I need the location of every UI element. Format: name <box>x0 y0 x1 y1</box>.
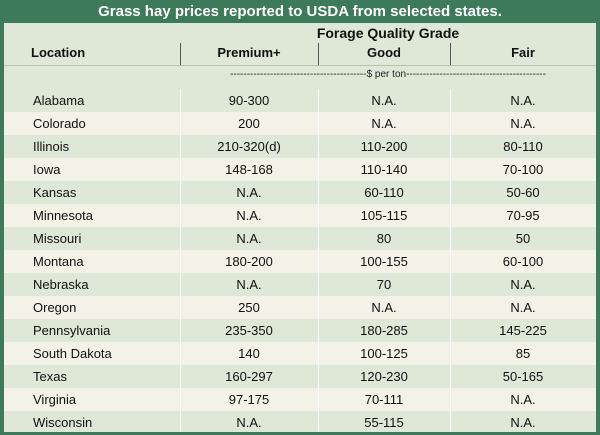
table-row: Colorado 200 N.A. N.A. <box>4 112 596 135</box>
good-cell: 100-155 <box>360 254 408 269</box>
good-cell: N.A. <box>371 93 397 108</box>
premium-cell: 97-175 <box>228 392 270 407</box>
fair-cell: N.A. <box>510 300 536 315</box>
table-header: Forage Quality Grade Location Premium+ G… <box>4 23 596 89</box>
table-row: Pennsylvania 235-350 180-285 145-225 <box>4 319 596 342</box>
good-cell: 180-285 <box>360 323 408 338</box>
good-cell: 70 <box>376 277 392 292</box>
table-row: Iowa 148-168 110-140 70-100 <box>4 158 596 181</box>
table-row: South Dakota 140 100-125 85 <box>4 342 596 365</box>
premium-cell: 250 <box>238 300 260 315</box>
column-divider <box>180 89 181 432</box>
hay-price-table: Forage Quality Grade Location Premium+ G… <box>4 23 596 432</box>
good-cell: 110-200 <box>360 139 408 154</box>
table-body: Alabama 90-300 N.A. N.A. Colorado 200 N.A. N.A.… <box>4 89 596 432</box>
location-cell: Wisconsin <box>33 415 93 430</box>
location-cell: Nebraska <box>33 277 89 292</box>
good-cell: 110-140 <box>360 162 408 177</box>
fair-cell: 50-60 <box>506 185 540 200</box>
location-cell: Missouri <box>33 231 82 246</box>
fair-cell: 70-100 <box>502 162 544 177</box>
premium-cell: 235-350 <box>225 323 273 338</box>
column-divider <box>450 89 451 432</box>
location-cell: Pennsylvania <box>33 323 111 338</box>
table-row: Kansas N.A. 60-110 50-60 <box>4 181 596 204</box>
header-divider <box>180 43 181 65</box>
good-cell: 55-115 <box>364 415 404 430</box>
location-cell: Virginia <box>33 392 77 407</box>
fair-cell: 50-165 <box>502 369 544 384</box>
table-row: Texas 160-297 120-230 50-165 <box>4 365 596 388</box>
premium-cell: 90-300 <box>228 93 270 108</box>
location-cell: Oregon <box>33 300 77 315</box>
header-divider <box>318 43 319 65</box>
premium-cell: 148-168 <box>225 162 273 177</box>
fair-cell: N.A. <box>510 277 536 292</box>
location-cell: Montana <box>33 254 84 269</box>
header-separator <box>4 65 596 66</box>
location-cell: Kansas <box>33 185 77 200</box>
fair-cell: N.A. <box>510 415 536 430</box>
good-column-header: Good <box>367 45 401 60</box>
column-divider <box>318 89 319 432</box>
table-title: Grass hay prices reported to USDA from s… <box>98 3 502 20</box>
location-cell: South Dakota <box>33 346 112 361</box>
table-row: Virginia 97-175 70-111 N.A. <box>4 388 596 411</box>
good-cell: N.A. <box>371 116 397 131</box>
good-cell: 120-230 <box>360 369 408 384</box>
premium-cell: N.A. <box>236 415 262 430</box>
units-label: ----------------------------------------… <box>230 69 546 80</box>
fair-cell: N.A. <box>510 392 536 407</box>
location-column-header: Location <box>31 45 86 60</box>
fair-cell: 80-110 <box>503 139 543 154</box>
fair-column-header: Fair <box>511 45 535 60</box>
premium-cell: N.A. <box>236 208 262 223</box>
table-row: Alabama 90-300 N.A. N.A. <box>4 89 596 112</box>
table-row: Minnesota N.A. 105-115 70-95 <box>4 204 596 227</box>
location-cell: Colorado <box>33 116 86 131</box>
fair-cell: 50 <box>515 231 531 246</box>
premium-cell: 180-200 <box>225 254 273 269</box>
premium-cell: N.A. <box>236 277 262 292</box>
premium-cell: 200 <box>238 116 260 131</box>
header-divider <box>450 43 451 65</box>
table-row: Wisconsin N.A. 55-115 N.A. <box>4 411 596 432</box>
table-row: Oregon 250 N.A. N.A. <box>4 296 596 319</box>
location-cell: Illinois <box>33 139 70 154</box>
table-row: Illinois 210-320(d) 110-200 80-110 <box>4 135 596 158</box>
location-cell: Iowa <box>33 162 61 177</box>
premium-column-header: Premium+ <box>217 45 281 60</box>
location-cell: Texas <box>33 369 67 384</box>
premium-cell: 210-320(d) <box>217 139 281 154</box>
fair-cell: 70-95 <box>506 208 540 223</box>
forage-quality-grade-label: Forage Quality Grade <box>316 25 460 41</box>
fair-cell: 60-100 <box>502 254 544 269</box>
fair-cell: N.A. <box>510 116 536 131</box>
location-cell: Alabama <box>33 93 85 108</box>
premium-cell: 140 <box>238 346 260 361</box>
good-cell: 70-111 <box>364 392 404 407</box>
premium-cell: N.A. <box>236 185 262 200</box>
table-row: Nebraska N.A. 70 N.A. <box>4 273 596 296</box>
good-cell: N.A. <box>371 300 397 315</box>
fair-cell: N.A. <box>510 93 536 108</box>
good-cell: 105-115 <box>360 208 408 223</box>
fair-cell: 145-225 <box>499 323 547 338</box>
table-row: Missouri N.A. 80 50 <box>4 227 596 250</box>
location-cell: Minnesota <box>33 208 93 223</box>
good-cell: 60-110 <box>364 185 404 200</box>
fair-cell: 85 <box>515 346 531 361</box>
premium-cell: 160-297 <box>225 369 273 384</box>
table-row: Montana 180-200 100-155 60-100 <box>4 250 596 273</box>
premium-cell: N.A. <box>236 231 262 246</box>
good-cell: 80 <box>376 231 392 246</box>
good-cell: 100-125 <box>360 346 408 361</box>
